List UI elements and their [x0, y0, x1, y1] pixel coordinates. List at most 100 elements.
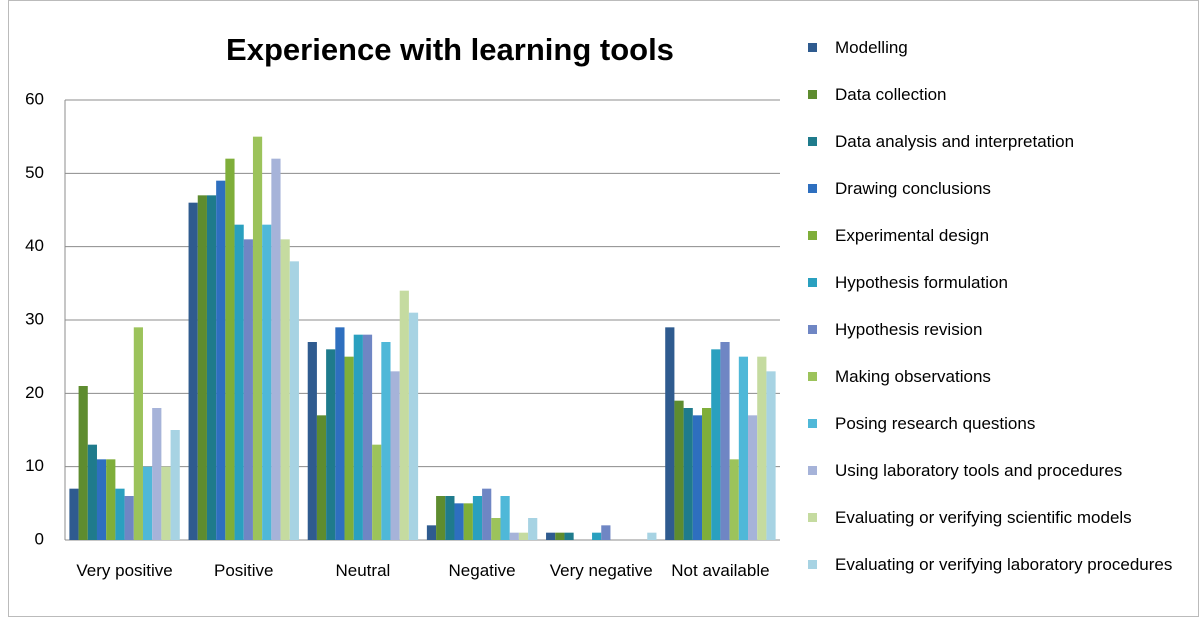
bar [234, 224, 244, 540]
legend-label: Hypothesis formulation [835, 273, 1008, 292]
bar [426, 525, 437, 540]
y-tick-label: 20 [25, 383, 44, 402]
x-tick-label: Negative [448, 561, 516, 580]
bar [372, 444, 382, 540]
bar [665, 327, 675, 540]
bar [738, 356, 749, 540]
legend-label: Using laboratory tools and procedures [835, 461, 1123, 480]
legend-swatch [808, 90, 817, 99]
legend-label: Posing research questions [835, 414, 1036, 433]
legend-entry: Evaluating or verifying scientific model… [808, 506, 1193, 530]
bar [216, 180, 226, 540]
bar [142, 466, 153, 540]
bar [243, 239, 253, 541]
legend-swatch [808, 184, 817, 193]
legend-label: Evaluating or verifying scientific model… [835, 508, 1132, 527]
bar [106, 459, 116, 540]
bar [509, 532, 519, 540]
bar [729, 459, 739, 540]
bar [436, 496, 446, 540]
bar [197, 195, 207, 541]
legend-swatch [808, 137, 817, 146]
bar [316, 415, 327, 540]
legend-entry: Experimental design [808, 224, 1193, 248]
bar [87, 444, 97, 540]
legend-entry: Hypothesis revision [808, 318, 1193, 342]
bar [362, 334, 373, 540]
bar [152, 408, 162, 540]
bar [592, 532, 602, 540]
y-tick-label: 60 [25, 89, 44, 108]
bar [491, 518, 501, 540]
legend-label: Hypothesis revision [835, 320, 983, 339]
legend-label: Making observations [835, 367, 991, 386]
legend-label: Experimental design [835, 226, 990, 245]
bar [399, 290, 409, 540]
bar [766, 371, 776, 540]
bar [674, 400, 684, 540]
bar [133, 327, 143, 540]
legend-entry: Data collection [808, 83, 1193, 107]
x-tick-label: Neutral [335, 561, 391, 580]
legend-label: Drawing conclusions [835, 179, 991, 198]
bar [161, 466, 171, 540]
bar [307, 342, 317, 540]
legend-entry: Posing research questions [808, 412, 1193, 436]
x-tick-label: Very positive [76, 561, 173, 580]
bar [647, 532, 657, 540]
bar [252, 136, 263, 540]
x-tick-label: Not available [671, 561, 770, 580]
bar [601, 525, 611, 540]
legend-label: Modelling [835, 38, 908, 57]
x-tick-label: Very negative [549, 561, 653, 580]
bar [188, 202, 198, 540]
bar [555, 532, 565, 540]
x-tick-label: Positive [213, 561, 274, 580]
legend-swatch [808, 372, 817, 381]
bar [692, 415, 703, 540]
y-tick-label: 0 [35, 529, 44, 548]
legend-entry: Hypothesis formulation [808, 271, 1193, 295]
bar [124, 496, 134, 540]
legend-entry: Making observations [808, 365, 1193, 389]
legend-label: Evaluating or verifying laboratory proce… [835, 555, 1173, 574]
bar [720, 342, 730, 540]
bar [472, 496, 483, 540]
bar [711, 349, 721, 540]
bar [408, 312, 419, 540]
y-tick-label: 50 [25, 163, 44, 182]
bar [96, 459, 107, 540]
bar [353, 334, 363, 540]
bar [445, 496, 455, 540]
legend-label: Data analysis and interpretation [835, 132, 1075, 151]
bar [280, 239, 290, 541]
bar [564, 532, 574, 540]
bar [271, 158, 281, 540]
legend-swatch [808, 466, 817, 475]
y-tick-label: 40 [25, 236, 44, 255]
bar [335, 327, 345, 540]
bar [757, 356, 767, 540]
bar [500, 496, 510, 540]
bar [225, 158, 235, 540]
chart-title: Experience with learning tools [226, 32, 674, 67]
bar [344, 356, 354, 540]
bar [528, 518, 538, 540]
bar [546, 532, 556, 540]
bar [748, 415, 758, 540]
bar [702, 408, 712, 540]
bar [683, 408, 693, 540]
bar [262, 224, 272, 540]
bar [390, 371, 400, 540]
legend-entry: Data analysis and interpretation [808, 130, 1193, 154]
legend-entry: Evaluating or verifying laboratory proce… [808, 553, 1193, 577]
legend-entry: Drawing conclusions [808, 177, 1193, 201]
bar [115, 488, 125, 540]
legend-swatch [808, 43, 817, 52]
bar [518, 532, 529, 540]
legend-entry: Modelling [808, 36, 1193, 60]
bar [69, 488, 79, 540]
bar [454, 503, 464, 540]
